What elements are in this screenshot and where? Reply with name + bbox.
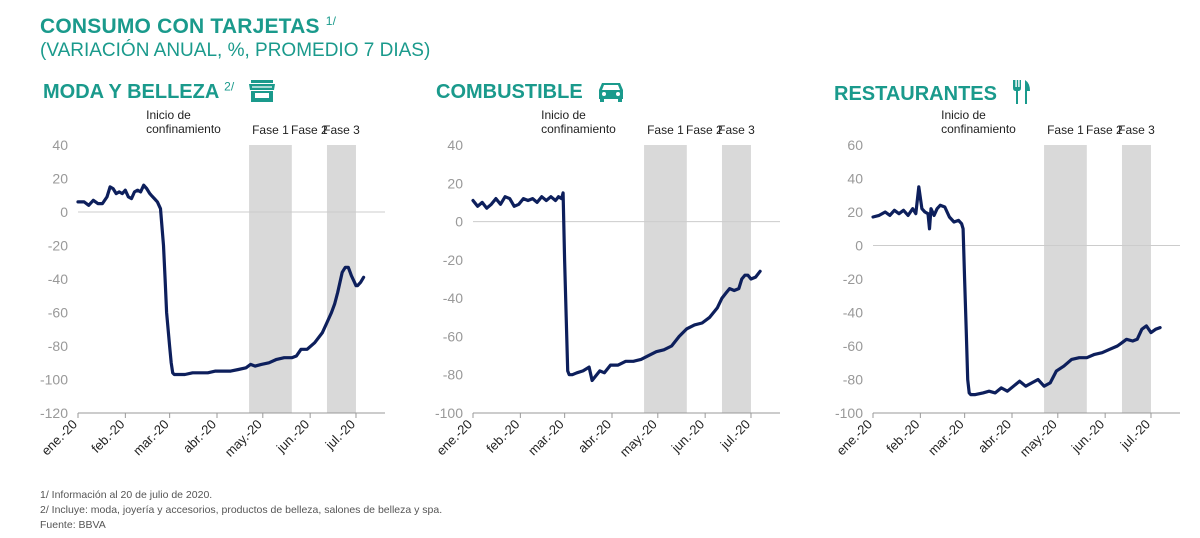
y-tick-label: 40 bbox=[847, 171, 863, 187]
y-tick-label: 0 bbox=[455, 214, 463, 230]
phase-band-1 bbox=[644, 145, 687, 413]
y-tick-label: 60 bbox=[847, 137, 863, 153]
x-tick-label: jul.-20 bbox=[717, 417, 753, 453]
phase-band-1 bbox=[1044, 145, 1087, 413]
x-tick-label: may.-20 bbox=[617, 417, 660, 460]
y-tick-label: -20 bbox=[48, 238, 68, 254]
car-icon bbox=[599, 83, 624, 102]
panel-title-text: COMBUSTIBLE bbox=[436, 81, 583, 103]
y-tick-label: 20 bbox=[447, 175, 463, 191]
footnote-1: 1/ Información al 20 de julio de 2020. bbox=[40, 489, 213, 501]
y-tick-label: -60 bbox=[843, 338, 863, 354]
x-tick-label: may.-20 bbox=[1017, 417, 1060, 460]
y-tick-label: -60 bbox=[443, 328, 463, 344]
store-icon bbox=[248, 80, 275, 102]
chart-header: CONSUMO CON TARJETAS 1/ (VARIACIÓN ANUAL… bbox=[40, 14, 430, 62]
main-title-footnote-ref: 1/ bbox=[325, 14, 337, 28]
annotation-line-2: confinamiento bbox=[941, 122, 1016, 136]
phase-label-2: Fase 2 bbox=[291, 123, 328, 137]
y-tick-label: -100 bbox=[40, 372, 68, 388]
y-tick-label: -80 bbox=[843, 372, 863, 388]
series-line-1 bbox=[871, 185, 1162, 397]
y-tick-label: 40 bbox=[52, 137, 68, 153]
x-tick-label: jun.-20 bbox=[273, 417, 312, 456]
annotation-line-1: Inicio de bbox=[541, 108, 586, 122]
panel-footnote-ref: 2/ bbox=[224, 79, 235, 94]
main-subtitle: (VARIACIÓN ANUAL, %, PROMEDIO 7 DIAS) bbox=[40, 40, 431, 61]
footnote-source: Fuente: BBVA bbox=[40, 519, 106, 531]
series-line-1 bbox=[76, 183, 366, 377]
x-tick-label: feb.-20 bbox=[883, 417, 922, 456]
y-tick-label: -20 bbox=[843, 271, 863, 287]
footnotes: 1/ Información al 20 de julio de 2020. 2… bbox=[40, 488, 442, 533]
annotation-line-1: Inicio de bbox=[941, 108, 986, 122]
panel-title-text: MODA Y BELLEZA bbox=[43, 81, 219, 103]
x-tick-label: feb.-20 bbox=[483, 417, 522, 456]
x-tick-label: ene.-20 bbox=[38, 417, 80, 459]
phase-label-3: Fase 3 bbox=[1118, 123, 1155, 137]
annotation-line-2: confinamiento bbox=[541, 122, 616, 136]
y-tick-label: -100 bbox=[435, 405, 463, 421]
phase-label-1: Fase 1 bbox=[252, 123, 289, 137]
series-line-1 bbox=[471, 191, 762, 383]
phase-label-2: Fase 2 bbox=[1086, 123, 1123, 137]
phase-label-2: Fase 2 bbox=[686, 123, 723, 137]
x-tick-label: jun.-20 bbox=[1068, 417, 1107, 456]
footnote-2: 2/ Incluye: moda, joyería y accesorios, … bbox=[40, 504, 443, 516]
phase-band-3 bbox=[721, 145, 751, 413]
y-tick-label: 20 bbox=[847, 204, 863, 220]
x-tick-label: mar.-20 bbox=[525, 417, 567, 459]
y-tick-label: 20 bbox=[52, 171, 68, 187]
y-tick-label: -40 bbox=[443, 290, 463, 306]
annotation-line-2: confinamiento bbox=[146, 122, 221, 136]
panel-title-moda: MODA Y BELLEZA 2/ bbox=[43, 79, 276, 104]
y-tick-label: -40 bbox=[48, 271, 68, 287]
x-tick-label: feb.-20 bbox=[88, 417, 127, 456]
y-tick-label: -80 bbox=[48, 338, 68, 354]
x-tick-label: abr.-20 bbox=[180, 417, 219, 456]
main-title-text: CONSUMO CON TARJETAS bbox=[40, 15, 320, 38]
x-tick-label: abr.-20 bbox=[975, 417, 1014, 456]
y-tick-label: -120 bbox=[40, 405, 68, 421]
y-tick-label: -100 bbox=[835, 405, 863, 421]
phase-label-1: Fase 1 bbox=[1047, 123, 1084, 137]
y-tick-label: -60 bbox=[48, 305, 68, 321]
x-tick-label: mar.-20 bbox=[130, 417, 172, 459]
x-tick-label: ene.-20 bbox=[433, 417, 475, 459]
main-title: CONSUMO CON TARJETAS 1/ bbox=[40, 14, 430, 39]
phase-label-1: Fase 1 bbox=[647, 123, 684, 137]
phase-label-3: Fase 3 bbox=[323, 123, 360, 137]
x-tick-label: mar.-20 bbox=[925, 417, 967, 459]
x-tick-label: jun.-20 bbox=[668, 417, 707, 456]
y-tick-label: 0 bbox=[855, 238, 863, 254]
panel-title-restaurantes: RESTAURANTES bbox=[834, 79, 1031, 106]
y-tick-label: -80 bbox=[443, 367, 463, 383]
x-tick-label: jul.-20 bbox=[322, 417, 358, 453]
phase-label-3: Fase 3 bbox=[718, 123, 755, 137]
phase-band-3 bbox=[1121, 145, 1151, 413]
phase-band-1 bbox=[249, 145, 292, 413]
x-tick-label: ene.-20 bbox=[833, 417, 875, 459]
x-tick-label: may.-20 bbox=[222, 417, 265, 460]
panel-title-combustible: COMBUSTIBLE bbox=[436, 79, 626, 104]
y-tick-label: 0 bbox=[60, 204, 68, 220]
x-tick-label: abr.-20 bbox=[575, 417, 614, 456]
y-tick-label: 40 bbox=[447, 137, 463, 153]
annotation-line-1: Inicio de bbox=[146, 108, 191, 122]
fork-knife-icon bbox=[1012, 80, 1030, 104]
panel-title-text: RESTAURANTES bbox=[834, 83, 997, 105]
x-tick-label: jul.-20 bbox=[1117, 417, 1153, 453]
y-tick-label: -40 bbox=[843, 305, 863, 321]
y-tick-label: -20 bbox=[443, 252, 463, 268]
